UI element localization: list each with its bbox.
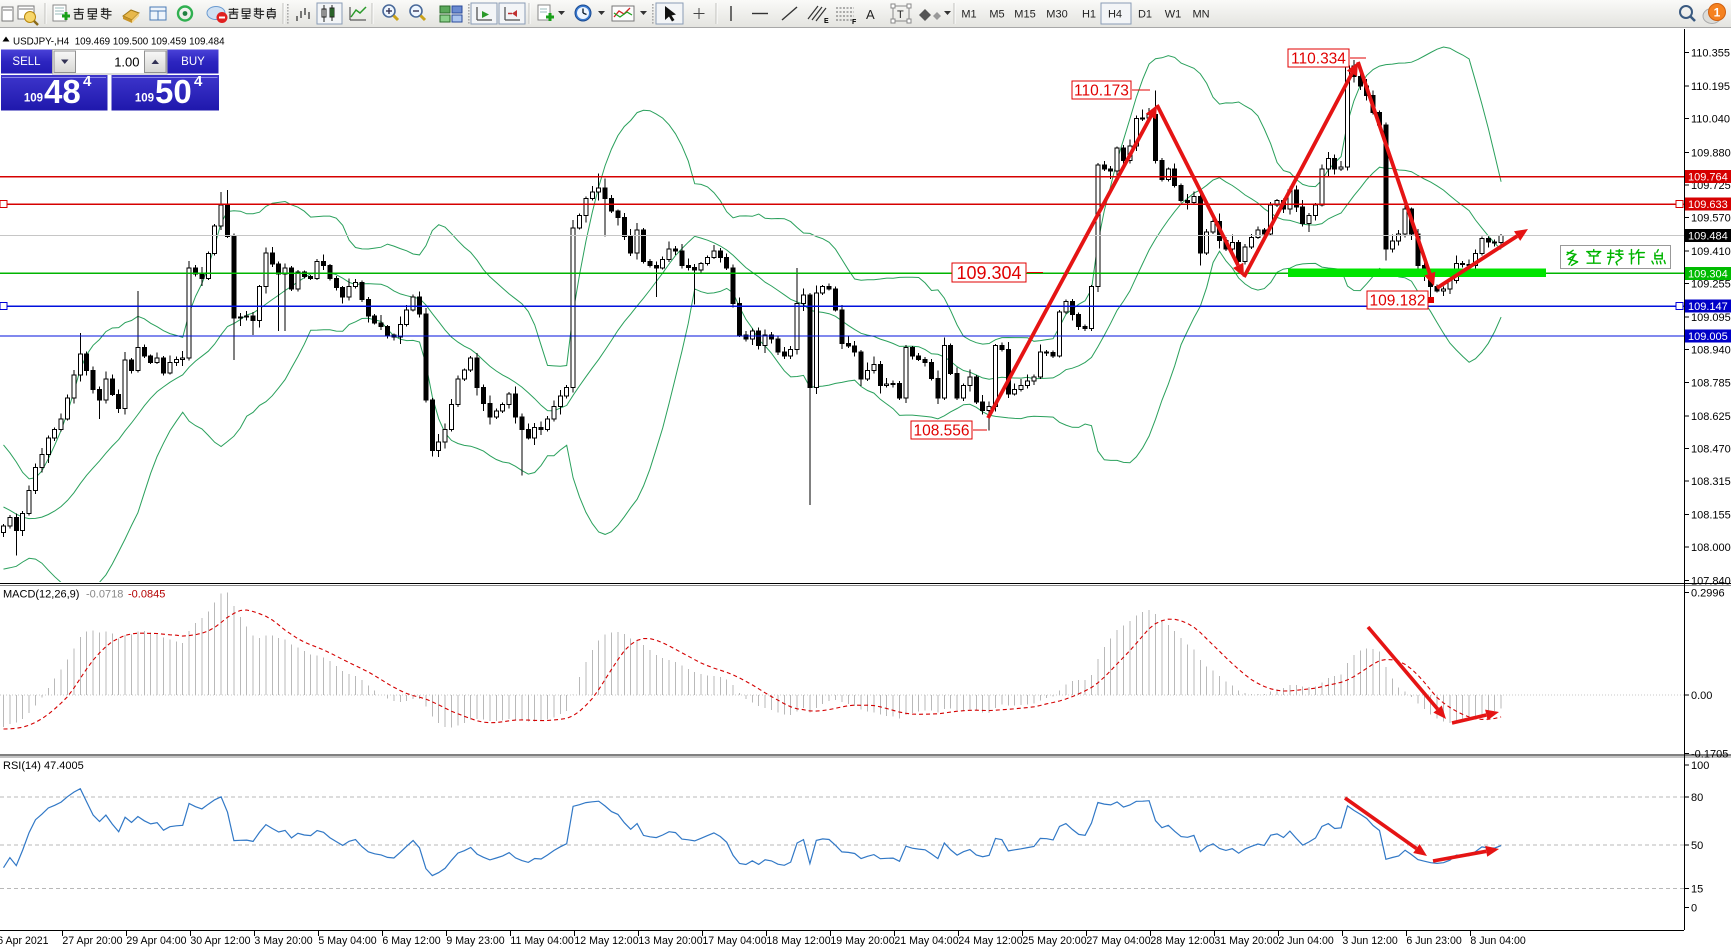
svg-text:110.355: 110.355 <box>1691 48 1730 60</box>
svg-text:109.570: 109.570 <box>1691 212 1731 224</box>
svg-text:-0.0845: -0.0845 <box>128 589 165 601</box>
svg-text:109.147: 109.147 <box>1688 301 1728 313</box>
svg-text:F: F <box>852 19 857 26</box>
svg-text:3 May 20:00: 3 May 20:00 <box>254 935 312 947</box>
svg-text:T: T <box>897 9 904 21</box>
svg-text:M5: M5 <box>989 9 1004 21</box>
svg-text:H1: H1 <box>1082 9 1096 21</box>
svg-text:109.633: 109.633 <box>1688 199 1728 211</box>
svg-text:MACD(12,26,9): MACD(12,26,9) <box>3 589 79 601</box>
svg-text:5 May 04:00: 5 May 04:00 <box>318 935 376 947</box>
svg-text:13 May 20:00: 13 May 20:00 <box>638 935 702 947</box>
svg-text:109.304: 109.304 <box>1688 268 1728 280</box>
svg-text:109.764: 109.764 <box>1688 172 1728 184</box>
svg-text:27 May 04:00: 27 May 04:00 <box>1086 935 1150 947</box>
svg-text:2 Jun 04:00: 2 Jun 04:00 <box>1278 935 1333 947</box>
svg-text:28 May 12:00: 28 May 12:00 <box>1150 935 1214 947</box>
svg-text:BUY: BUY <box>181 56 205 68</box>
svg-text:110.040: 110.040 <box>1691 114 1730 126</box>
svg-text:21 May 04:00: 21 May 04:00 <box>894 935 958 947</box>
svg-text:109.880: 109.880 <box>1691 147 1731 159</box>
svg-text:108.315: 108.315 <box>1691 476 1731 488</box>
svg-text:50: 50 <box>155 73 192 110</box>
svg-text:26 Apr 2021: 26 Apr 2021 <box>0 935 49 947</box>
svg-text:6 May 12:00: 6 May 12:00 <box>382 935 440 947</box>
svg-text:29 Apr 04:00: 29 Apr 04:00 <box>126 935 186 947</box>
svg-text:110.195: 110.195 <box>1691 81 1730 93</box>
svg-text:9 May 23:00: 9 May 23:00 <box>446 935 504 947</box>
svg-text:1.00: 1.00 <box>114 55 139 70</box>
svg-text:SELL: SELL <box>12 56 41 68</box>
svg-text:6 Jun 23:00: 6 Jun 23:00 <box>1406 935 1461 947</box>
svg-text:109.484: 109.484 <box>1688 231 1728 243</box>
svg-text:1: 1 <box>1714 6 1721 20</box>
svg-text:H4: H4 <box>1108 9 1122 21</box>
svg-text:19 May 20:00: 19 May 20:00 <box>830 935 894 947</box>
svg-text:109: 109 <box>24 93 43 105</box>
svg-text:108.625: 108.625 <box>1691 411 1731 423</box>
svg-text:109.182: 109.182 <box>1369 293 1425 310</box>
svg-text:3 Jun 12:00: 3 Jun 12:00 <box>1342 935 1397 947</box>
svg-text:A: A <box>866 7 875 22</box>
svg-text:109.255: 109.255 <box>1691 279 1731 291</box>
svg-text:MN: MN <box>1192 9 1209 21</box>
svg-text:108.940: 108.940 <box>1691 345 1731 357</box>
svg-text:27 Apr 20:00: 27 Apr 20:00 <box>62 935 122 947</box>
svg-text:USDJPY-,H4 109.469 109.500 10: USDJPY-,H4 109.469 109.500 109.459 109.4… <box>13 37 225 48</box>
svg-text:110.334: 110.334 <box>1291 51 1346 68</box>
svg-text:108.000: 108.000 <box>1691 542 1731 554</box>
svg-text:4: 4 <box>83 73 92 90</box>
svg-text:E: E <box>824 18 829 25</box>
svg-text:24 May 12:00: 24 May 12:00 <box>958 935 1022 947</box>
svg-text:25 May 20:00: 25 May 20:00 <box>1022 935 1086 947</box>
svg-text:109.410: 109.410 <box>1691 246 1731 258</box>
svg-text:RSI(14) 47.4005: RSI(14) 47.4005 <box>3 760 84 772</box>
svg-text:M30: M30 <box>1046 9 1067 21</box>
svg-text:30 Apr 12:00: 30 Apr 12:00 <box>190 935 250 947</box>
svg-text:108.785: 108.785 <box>1691 377 1731 389</box>
svg-text:107.840: 107.840 <box>1691 576 1731 588</box>
svg-text:D1: D1 <box>1138 9 1152 21</box>
svg-text:M15: M15 <box>1014 9 1035 21</box>
svg-text:100: 100 <box>1691 760 1709 772</box>
svg-text:80: 80 <box>1691 792 1703 804</box>
svg-text:-0.1705: -0.1705 <box>1691 748 1728 760</box>
svg-text:110.173: 110.173 <box>1074 83 1129 100</box>
svg-text:11 May 04:00: 11 May 04:00 <box>510 935 574 947</box>
svg-text:12 May 12:00: 12 May 12:00 <box>574 935 638 947</box>
svg-text:108.470: 108.470 <box>1691 443 1731 455</box>
svg-text:-0.0718: -0.0718 <box>86 589 123 601</box>
svg-text:108.155: 108.155 <box>1691 510 1731 522</box>
svg-text:0: 0 <box>1691 902 1697 914</box>
svg-text:4: 4 <box>194 73 203 90</box>
svg-text:8 Jun 04:00: 8 Jun 04:00 <box>1470 935 1525 947</box>
svg-text:0.00: 0.00 <box>1691 690 1712 702</box>
svg-text:109.095: 109.095 <box>1691 312 1731 324</box>
svg-text:108.556: 108.556 <box>913 423 969 440</box>
svg-text:109: 109 <box>135 93 154 105</box>
svg-text:31 May 20:00: 31 May 20:00 <box>1214 935 1278 947</box>
svg-text:17 May 04:00: 17 May 04:00 <box>702 935 766 947</box>
svg-text:109.005: 109.005 <box>1688 331 1728 343</box>
svg-text:18 May 12:00: 18 May 12:00 <box>766 935 830 947</box>
svg-text:50: 50 <box>1691 840 1703 852</box>
svg-text:48: 48 <box>44 73 81 110</box>
svg-text:W1: W1 <box>1165 9 1182 21</box>
svg-text:M1: M1 <box>961 9 976 21</box>
svg-text:109.304: 109.304 <box>956 263 1021 283</box>
svg-text:15: 15 <box>1691 884 1703 896</box>
svg-text:0.2996: 0.2996 <box>1691 588 1725 600</box>
